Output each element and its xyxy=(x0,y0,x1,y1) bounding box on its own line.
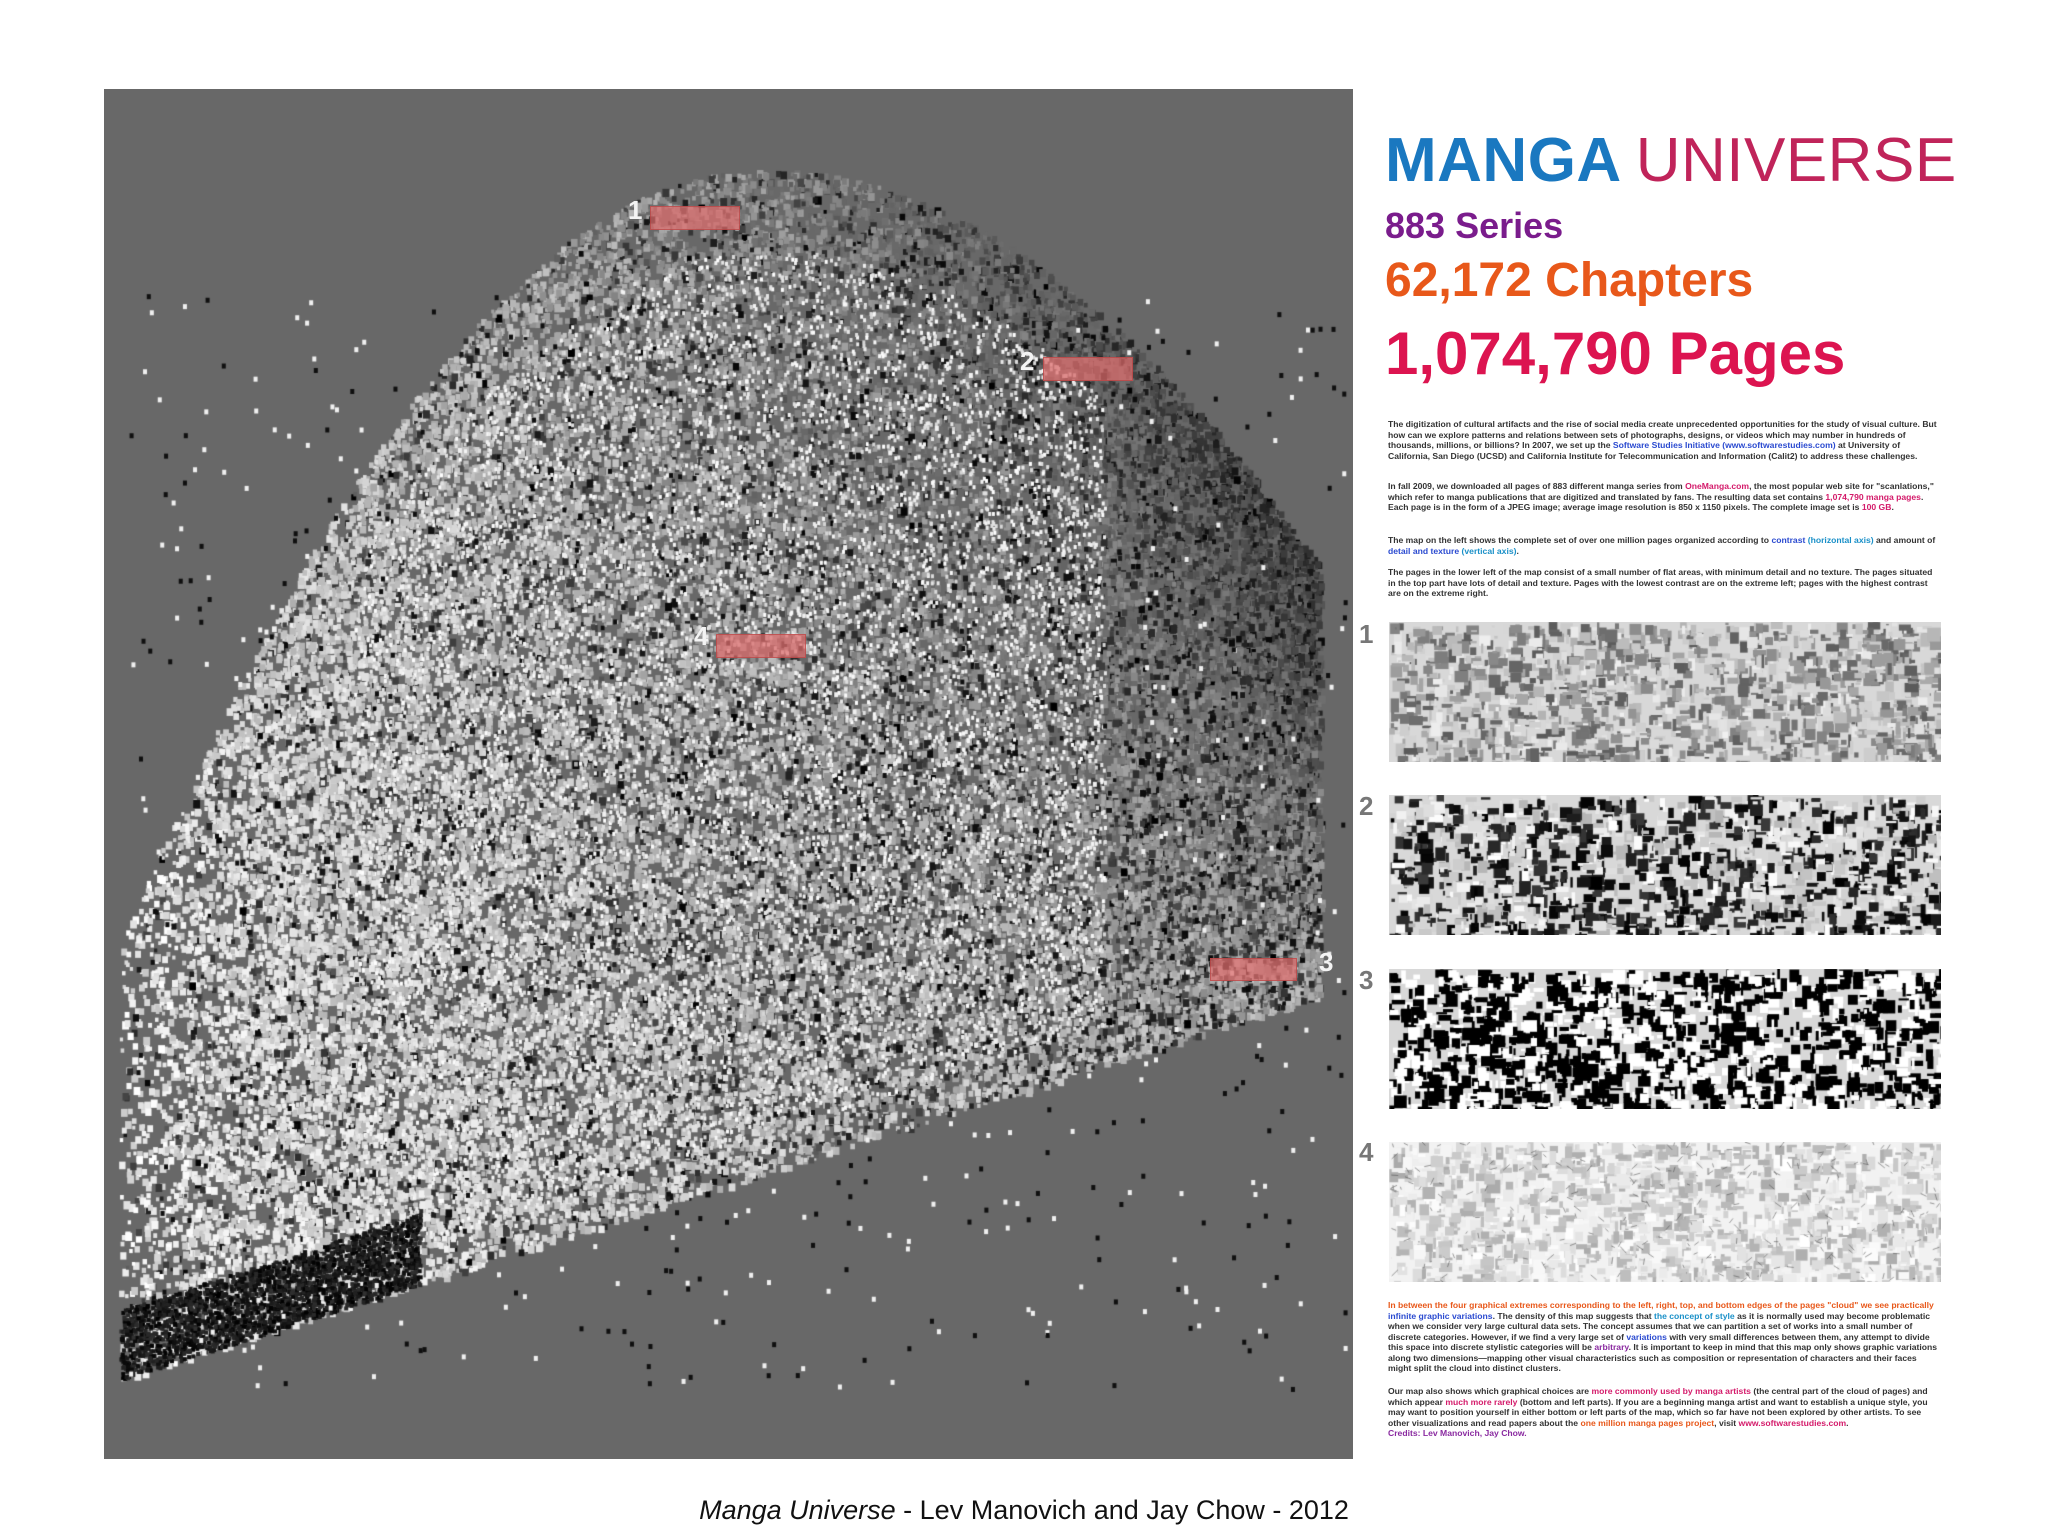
marker-label-1: 1 xyxy=(628,195,643,225)
pages-count: 1,074,790 Pages xyxy=(1385,320,1846,387)
onemanga-link[interactable]: OneManga.com xyxy=(1685,481,1750,491)
intro-paragraph-3: The map on the left shows the complete s… xyxy=(1388,535,1936,556)
caption-authors: - Lev Manovich and Jay Chow - 2012 xyxy=(895,1495,1349,1525)
marker-region-3 xyxy=(1210,958,1297,981)
chapters-count: 62,172 Chapters xyxy=(1385,254,1754,307)
manga-map-panel: 1 2 3 4 xyxy=(104,89,1353,1459)
page-strip-4 xyxy=(1389,1142,1941,1282)
marker-region-2 xyxy=(1043,357,1133,381)
intro-paragraph-2: In fall 2009, we downloaded all pages of… xyxy=(1388,481,1934,512)
caption-title: Manga Universe xyxy=(699,1495,896,1525)
strip-number-1: 1 xyxy=(1359,619,1374,649)
page-title: MANGA UNIVERSE xyxy=(1385,125,1957,196)
softwarestudies-url[interactable]: www.softwarestudies.com xyxy=(1738,1417,1847,1428)
intro-paragraph-1: The digitization of cultural artifacts a… xyxy=(1388,419,1937,461)
title-manga: MANGA xyxy=(1385,126,1622,195)
page-strip-3 xyxy=(1389,969,1941,1109)
page-cloud-visualization xyxy=(104,89,1353,1459)
intro-paragraph-4: The pages in the lower left of the map c… xyxy=(1388,567,1933,598)
marker-region-4 xyxy=(716,634,806,658)
outro-paragraph-1: In between the four graphical extremes c… xyxy=(1388,1300,1938,1373)
outro-paragraph-2: Our map also shows which graphical choic… xyxy=(1388,1386,1928,1438)
strip-number-3: 3 xyxy=(1359,965,1374,995)
strip-number-2: 2 xyxy=(1359,791,1374,821)
marker-label-2: 2 xyxy=(1020,346,1035,376)
page-strip-1 xyxy=(1389,622,1941,762)
figure-caption: Manga Universe - Lev Manovich and Jay Ch… xyxy=(0,1495,2048,1526)
marker-region-1 xyxy=(650,206,740,230)
strip-number-4: 4 xyxy=(1359,1137,1374,1167)
marker-label-4: 4 xyxy=(694,621,709,651)
credits-names: Lev Manovich, Jay Chow. xyxy=(1422,1428,1527,1438)
series-count: 883 Series xyxy=(1385,205,1564,246)
page-strip-2 xyxy=(1389,795,1941,935)
software-studies-link[interactable]: Software Studies Initiative (www.softwar… xyxy=(1612,440,1836,450)
marker-label-3: 3 xyxy=(1319,947,1334,977)
title-universe: UNIVERSE xyxy=(1635,126,1957,195)
info-panel: MANGA UNIVERSE 883 Series 62,172 Chapters… xyxy=(1353,89,1957,1459)
